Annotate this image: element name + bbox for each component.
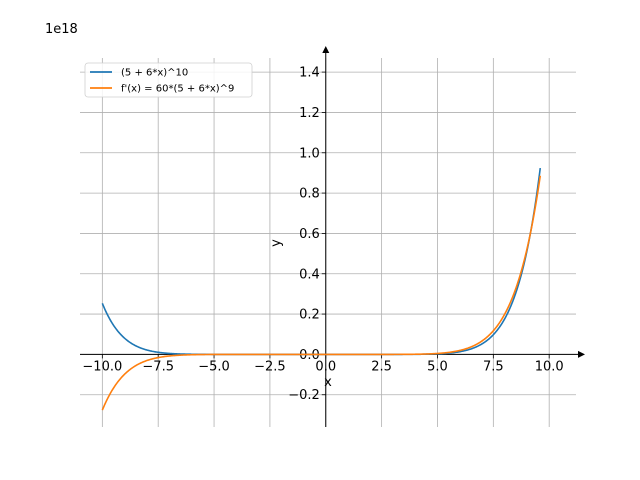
y-tick-label: 0.0 [299, 348, 320, 363]
legend-label-2: f'(x) = 60*(5 + 6*x)^9 [121, 84, 234, 95]
x-tick-label: 0.0 [315, 359, 336, 374]
series-lines [101, 167, 542, 411]
y-tick-label: 0.4 [299, 267, 320, 282]
x-axis-arrow [578, 350, 585, 358]
y-tick-label: −0.2 [288, 388, 320, 403]
x-tick-label: −2.5 [254, 359, 286, 374]
x-tick-label: 10.0 [535, 359, 564, 374]
legend: (5 + 6*x)^10 f'(x) = 60*(5 + 6*x)^9 [84, 62, 253, 98]
x-tick-label: 7.5 [483, 359, 504, 374]
x-tick-label: 2.5 [371, 359, 392, 374]
y-tick-label: 1.0 [299, 146, 320, 161]
x-tick-label: −5.0 [198, 359, 230, 374]
y-tick-label: 1.4 [299, 66, 320, 81]
legend-box [84, 62, 253, 98]
series-line-1 [101, 167, 542, 356]
y-axis-label: y [269, 239, 284, 247]
x-tick-label: 5.0 [427, 359, 448, 374]
legend-label-1: (5 + 6*x)^10 [121, 68, 188, 79]
x-ticks: −10.0 −7.5 −5.0 −2.5 0.0 2.5 5.0 7.5 10.0 [82, 354, 564, 374]
series-line-2 [101, 175, 542, 411]
y-tick-label: 0.2 [299, 308, 320, 323]
x-tick-label: −10.0 [82, 359, 122, 374]
x-axis-label: x [324, 375, 332, 390]
y-offset-text: 1e18 [45, 22, 78, 37]
x-tick-label: −7.5 [142, 359, 174, 374]
y-tick-label: 0.8 [299, 187, 320, 202]
y-tick-label: 0.6 [299, 227, 320, 242]
y-axis-arrow [322, 46, 330, 53]
y-ticks: −0.2 0.0 0.2 0.4 0.6 0.8 1.0 1.2 1.4 [288, 66, 326, 403]
y-tick-label: 1.2 [299, 106, 320, 121]
